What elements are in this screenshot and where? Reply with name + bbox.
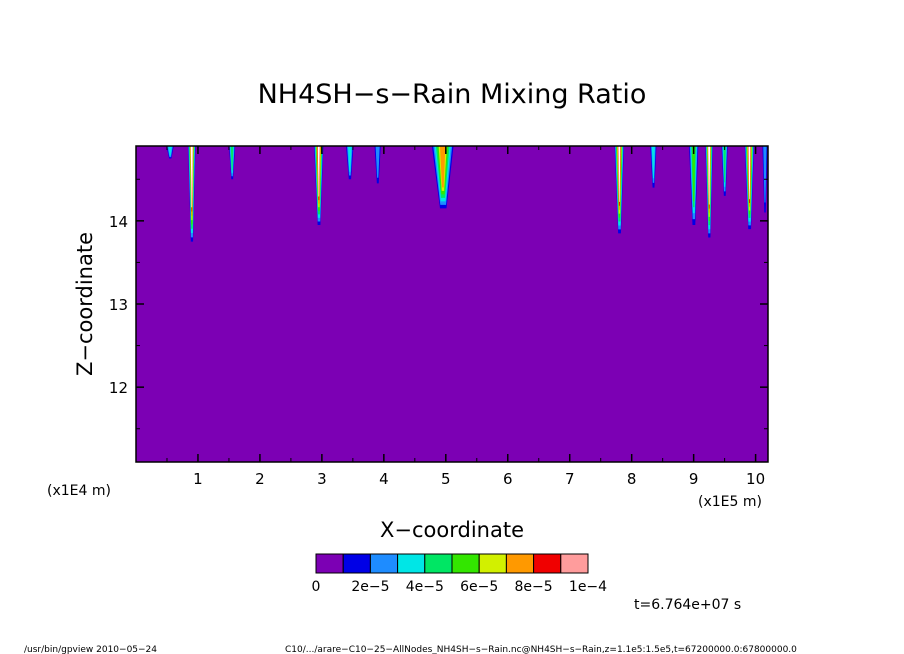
plume-contour bbox=[618, 146, 621, 202]
plot-background bbox=[136, 146, 768, 462]
plume bbox=[374, 146, 381, 184]
plume-contour bbox=[708, 146, 711, 205]
colorbar-label: 8e−5 bbox=[515, 579, 553, 595]
plume-contour bbox=[439, 146, 446, 188]
x-tick-label: 2 bbox=[255, 470, 265, 488]
colorbar-swatch bbox=[369, 553, 399, 574]
colorbar-swatch bbox=[397, 553, 426, 574]
y-tick-label: 12 bbox=[109, 379, 128, 397]
x-tick-label: 8 bbox=[627, 470, 637, 488]
colorbar-swatch bbox=[478, 553, 507, 574]
plume-contour bbox=[168, 146, 172, 156]
x-tick-label: 9 bbox=[689, 470, 699, 488]
x-axis-label: X−coordinate bbox=[380, 518, 524, 542]
colorbar-label: 0 bbox=[312, 579, 321, 595]
colorbar-swatch bbox=[505, 553, 535, 574]
colorbar-label: 4e−5 bbox=[406, 579, 444, 595]
plume bbox=[721, 146, 728, 196]
x-tick-label: 10 bbox=[746, 470, 765, 488]
plume bbox=[314, 146, 324, 225]
plume bbox=[431, 146, 454, 209]
plume bbox=[614, 146, 624, 234]
plume bbox=[650, 146, 657, 188]
plume-contour bbox=[651, 146, 655, 179]
x-ticks: 1 2 3 4 5 6 7 8 9 10 bbox=[166, 146, 765, 488]
plume-contour bbox=[748, 146, 751, 200]
x-tick-label: 3 bbox=[317, 470, 327, 488]
plumes-layer bbox=[166, 146, 768, 242]
y-ticks: 12 13 14 bbox=[109, 178, 768, 430]
plume bbox=[228, 146, 236, 180]
y-axis-label: Z−coordinate bbox=[73, 232, 97, 376]
colorbar-label: 1e−4 bbox=[569, 579, 607, 595]
plume-contour bbox=[375, 146, 380, 178]
y-tick-label: 13 bbox=[109, 296, 128, 314]
plume bbox=[689, 146, 699, 225]
colorbar-label: 6e−5 bbox=[460, 579, 498, 595]
plume-contour bbox=[190, 146, 193, 208]
plume bbox=[166, 146, 174, 159]
colorbar-swatch bbox=[560, 553, 589, 574]
x-tick-label: 7 bbox=[565, 470, 575, 488]
y-unit-note: (x1E4 m) bbox=[47, 483, 111, 499]
colorbar-swatch bbox=[451, 553, 480, 574]
colorbar-swatch bbox=[424, 553, 453, 574]
x-tick-label: 6 bbox=[503, 470, 513, 488]
x-tick-label: 4 bbox=[379, 470, 389, 488]
plume-contour bbox=[763, 146, 767, 203]
program-label: /usr/bin/gpview 2010−05−24 bbox=[24, 645, 157, 654]
source-label: C10/.../arare−C10−25−AllNodes_NH4SH−s−Ra… bbox=[285, 645, 797, 654]
colorbar: 0 2e−5 4e−5 6e−5 8e−5 1e−4 bbox=[312, 553, 607, 595]
colorbar-swatch bbox=[315, 553, 344, 574]
plume bbox=[705, 146, 713, 238]
plume-contour bbox=[230, 146, 234, 171]
chart-title: NH4SH−s−Rain Mixing Ratio bbox=[258, 79, 647, 110]
x-unit-note: (x1E5 m) bbox=[698, 494, 762, 510]
plume-contour bbox=[723, 146, 726, 183]
colorbar-swatch bbox=[533, 553, 562, 574]
x-tick-label: 5 bbox=[441, 470, 451, 488]
plume-contour bbox=[347, 146, 352, 172]
colorbar-label: 2e−5 bbox=[351, 579, 389, 595]
plume-contour bbox=[317, 146, 320, 197]
plume-contour bbox=[692, 146, 696, 202]
colorbar-swatch bbox=[342, 553, 371, 574]
plume bbox=[346, 146, 354, 180]
time-label: t=6.764e+07 s bbox=[634, 597, 741, 613]
plume bbox=[744, 146, 755, 230]
y-tick-label: 14 bbox=[109, 213, 128, 231]
x-tick-label: 1 bbox=[193, 470, 203, 488]
plume bbox=[188, 146, 196, 242]
